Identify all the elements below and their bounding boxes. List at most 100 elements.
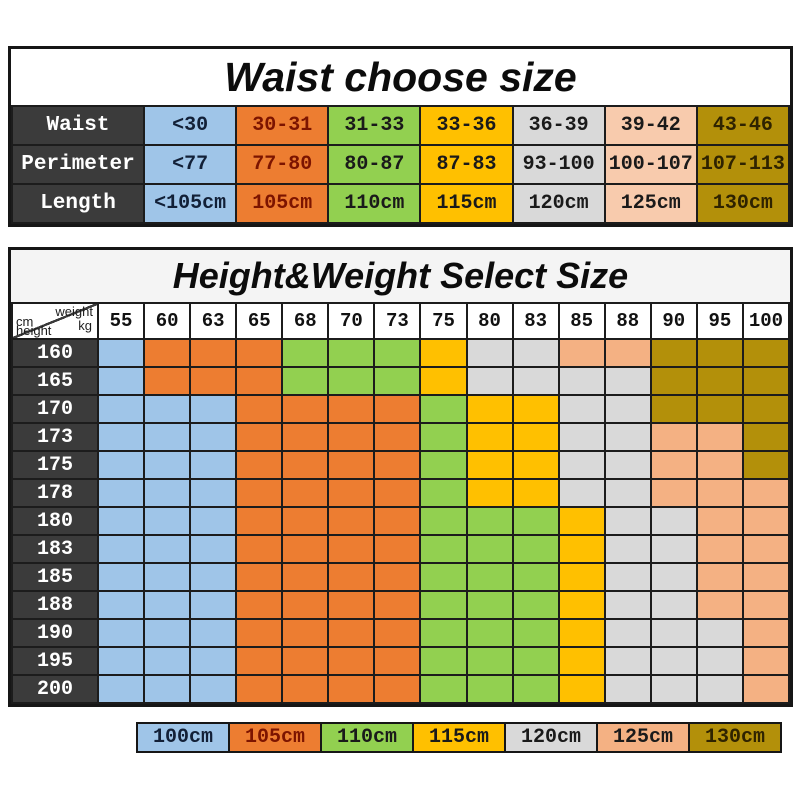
legend-cell: 130cm	[688, 722, 782, 753]
height-header-cell: 195	[11, 646, 99, 676]
size-cell	[373, 674, 422, 704]
height-weight-table-title: Height&Weight Select Size	[11, 250, 790, 302]
size-cell	[511, 618, 560, 648]
size-cell	[419, 646, 468, 676]
size-cell	[143, 506, 192, 536]
size-cell	[465, 590, 514, 620]
size-cell	[649, 562, 698, 592]
size-cell	[741, 506, 791, 536]
size-cell	[281, 338, 330, 368]
weight-header-row: cm weight height kg 55 60 63 65 68 70 73 75 80 83…	[11, 302, 791, 340]
size-cell	[143, 422, 192, 452]
size-cell	[511, 422, 560, 452]
size-cell	[235, 618, 284, 648]
legend-cell: 105cm	[228, 722, 322, 753]
size-cell	[327, 646, 376, 676]
size-cell	[557, 674, 606, 704]
size-cell	[235, 562, 284, 592]
height-header-cell: 190	[11, 618, 99, 648]
size-cell	[649, 590, 698, 620]
size-cell	[143, 394, 192, 424]
size-cell	[373, 618, 422, 648]
size-cell	[557, 450, 606, 480]
height-weight-row: 173	[11, 422, 791, 452]
waist-row-label: Waist	[11, 105, 145, 146]
size-cell	[189, 422, 238, 452]
size-cell	[189, 506, 238, 536]
size-cell	[327, 338, 376, 368]
size-cell	[419, 450, 468, 480]
corner-label-weight: weight	[55, 304, 93, 319]
waist-cell: 33-36	[419, 105, 514, 146]
size-cell	[741, 394, 791, 424]
size-cell	[465, 422, 514, 452]
waist-cell: 30-31	[235, 105, 330, 146]
size-cell	[511, 506, 560, 536]
size-cell	[741, 646, 791, 676]
size-cell	[557, 534, 606, 564]
size-cell	[189, 478, 238, 508]
waist-cell: 31-33	[327, 105, 422, 146]
size-cell	[235, 422, 284, 452]
size-cell	[741, 562, 791, 592]
size-cell	[695, 562, 744, 592]
size-cell	[235, 534, 284, 564]
size-cell	[143, 338, 192, 368]
height-header-cell: 165	[11, 366, 99, 396]
size-cell	[511, 450, 560, 480]
size-cell	[281, 618, 330, 648]
size-cell	[465, 450, 514, 480]
size-cell	[649, 674, 698, 704]
size-cell	[741, 422, 791, 452]
corner-label-height: height	[16, 323, 52, 338]
weight-header-cell: 68	[281, 302, 330, 340]
size-cell	[511, 674, 560, 704]
height-weight-row: 183	[11, 534, 791, 564]
size-cell	[695, 478, 744, 508]
size-cell	[649, 450, 698, 480]
height-header-cell: 180	[11, 506, 99, 536]
size-cell	[741, 478, 791, 508]
size-cell	[649, 506, 698, 536]
size-cell	[281, 422, 330, 452]
size-cell	[327, 562, 376, 592]
size-cell	[419, 478, 468, 508]
waist-cell: 115cm	[419, 183, 514, 224]
size-cell	[603, 534, 652, 564]
weight-header-cell: 90	[649, 302, 698, 340]
size-cell	[603, 562, 652, 592]
size-cell	[603, 618, 652, 648]
legend-cell: 100cm	[136, 722, 230, 753]
height-header-cell: 200	[11, 674, 99, 704]
weight-header-cell: 80	[465, 302, 514, 340]
size-cell	[373, 590, 422, 620]
waist-table-title: Waist choose size	[11, 49, 790, 105]
size-cell	[511, 534, 560, 564]
size-cell	[557, 590, 606, 620]
size-cell	[327, 394, 376, 424]
waist-cell: <105cm	[142, 183, 238, 224]
size-cell	[373, 646, 422, 676]
size-cell	[419, 338, 468, 368]
weight-header-cell: 95	[695, 302, 744, 340]
size-cell	[649, 646, 698, 676]
size-cell	[741, 674, 791, 704]
size-cell	[695, 422, 744, 452]
size-cell	[695, 506, 744, 536]
waist-cell: 39-42	[603, 105, 698, 146]
weight-header-cell: 73	[373, 302, 422, 340]
size-cell	[603, 394, 652, 424]
height-header-cell: 170	[11, 394, 99, 424]
size-cell	[143, 534, 192, 564]
height-header-cell: 185	[11, 562, 99, 592]
legend-cell: 110cm	[320, 722, 414, 753]
size-cell	[741, 366, 791, 396]
size-cell	[419, 674, 468, 704]
size-cell	[143, 478, 192, 508]
size-cell	[189, 674, 238, 704]
waist-row-label: Length	[11, 183, 145, 224]
size-cell	[557, 338, 606, 368]
size-cell	[419, 506, 468, 536]
size-cell	[419, 562, 468, 592]
size-cell	[511, 590, 560, 620]
